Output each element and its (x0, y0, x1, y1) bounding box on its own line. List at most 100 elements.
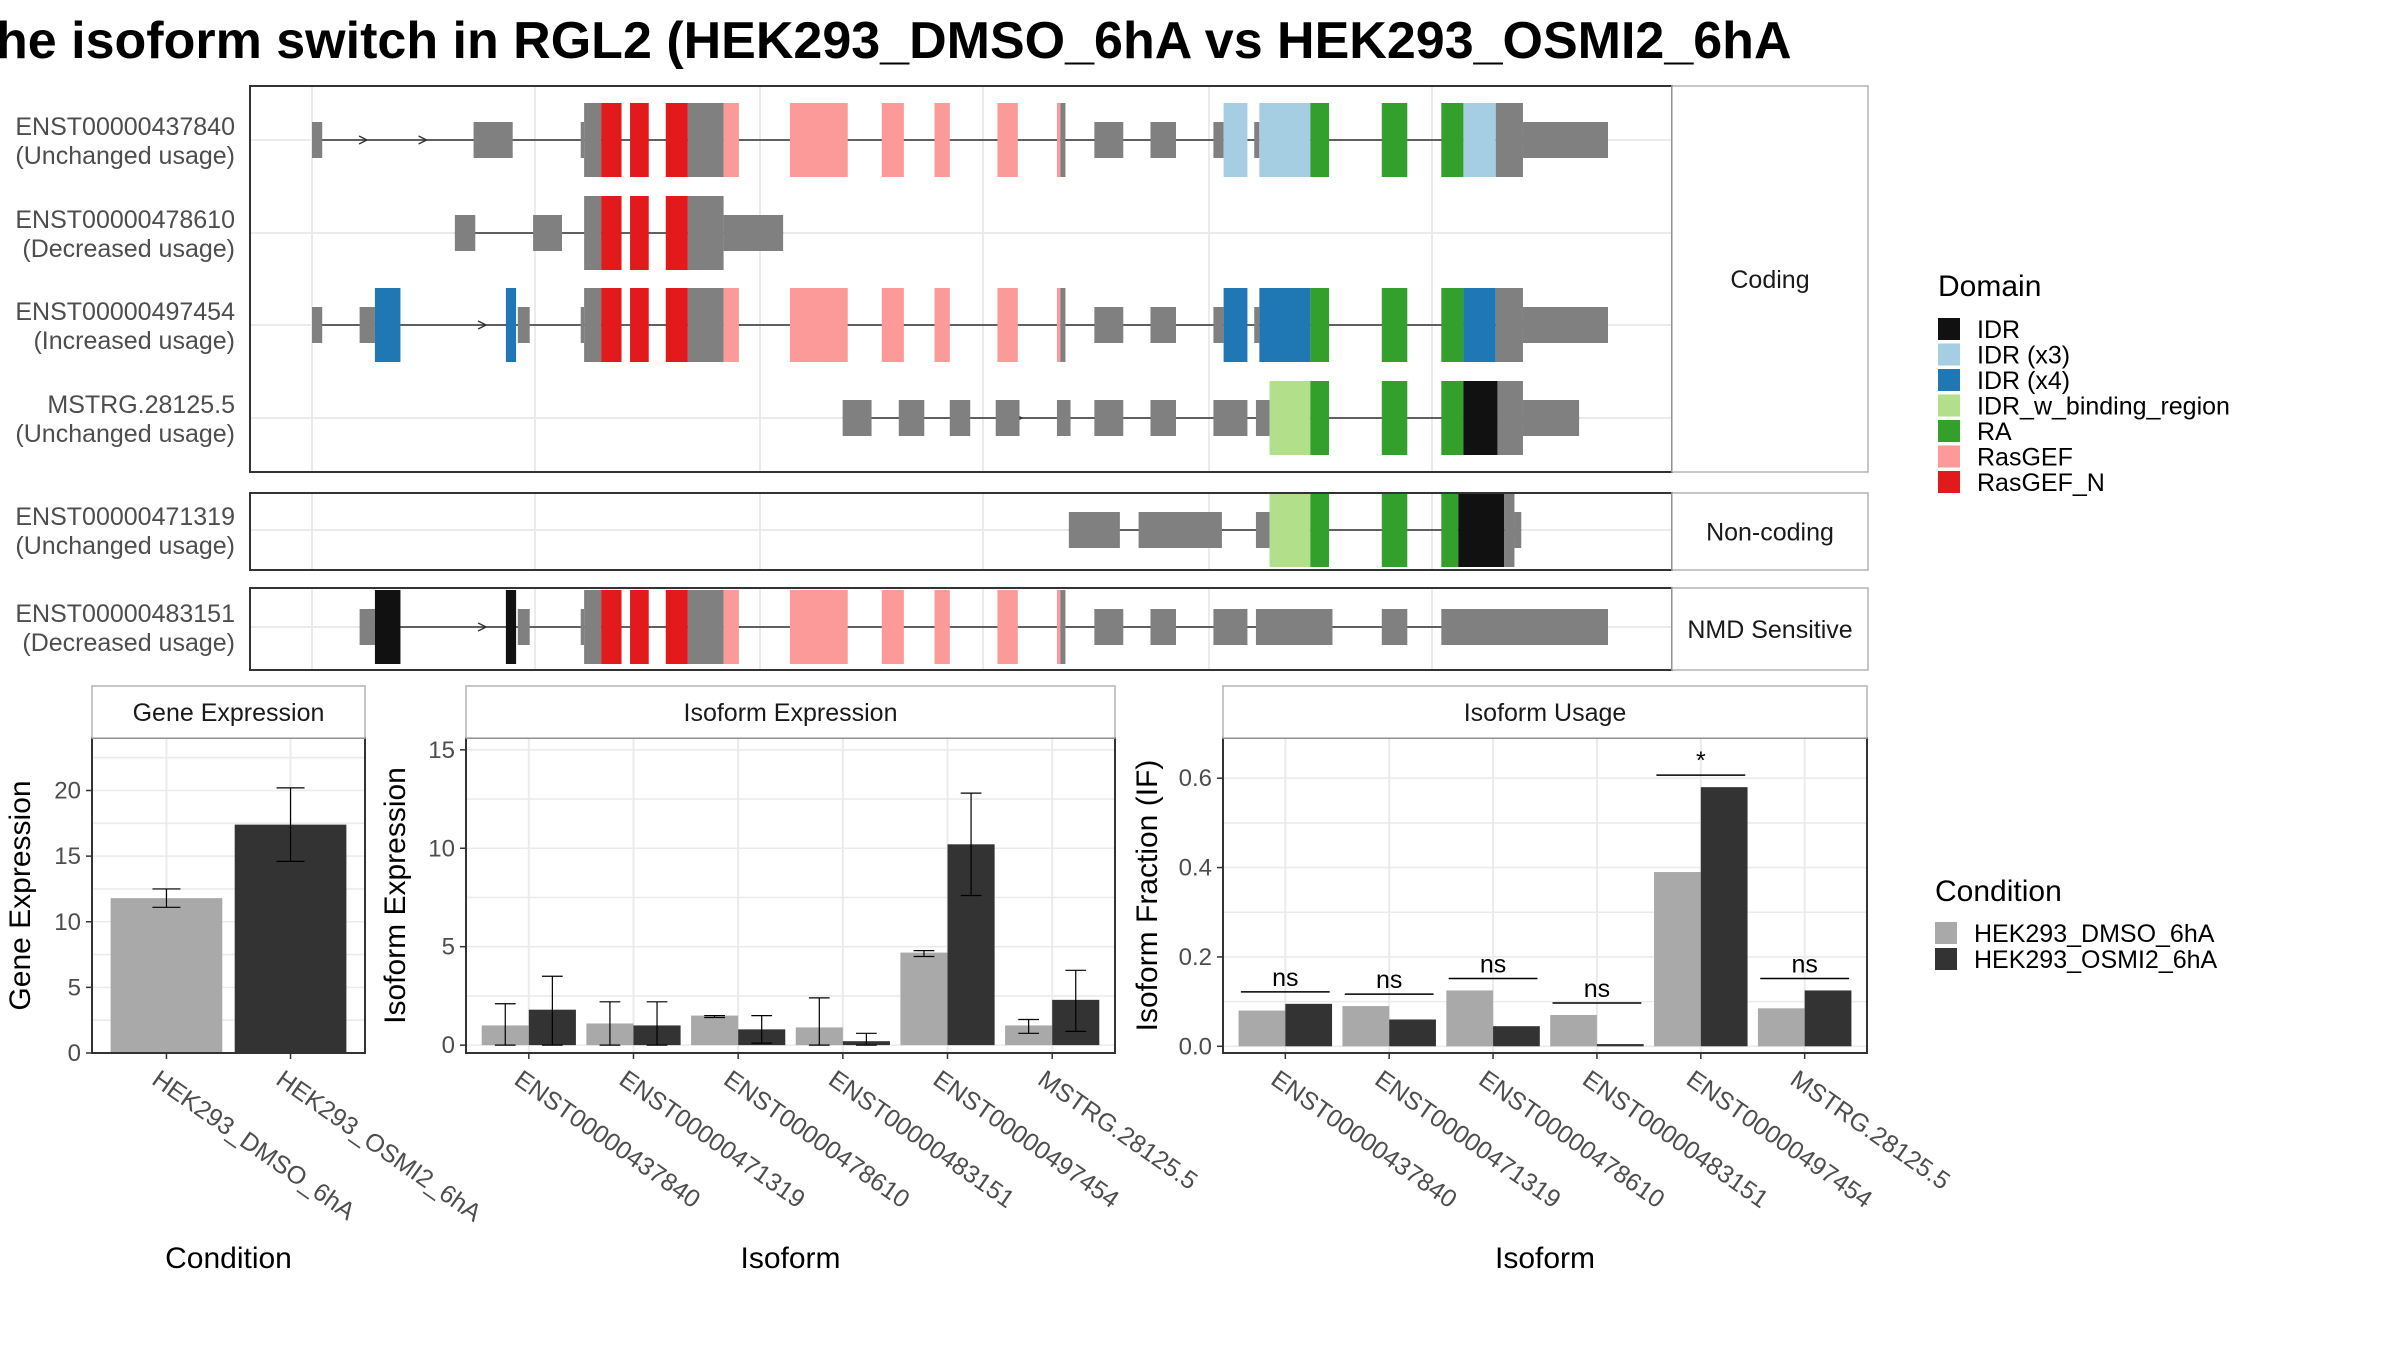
bar (1596, 1044, 1644, 1047)
exon-segment (505, 288, 517, 362)
exon-segment (934, 288, 950, 362)
exon-segment (1441, 609, 1608, 645)
exon-segment (584, 103, 602, 177)
strand-arrow (477, 320, 488, 330)
exon-segment (1060, 590, 1066, 664)
significance-label: ns (1272, 964, 1298, 992)
transcript-usage-label: (Decreased usage) (22, 629, 235, 657)
exon-segment (687, 288, 724, 362)
exon-segment (1254, 122, 1260, 158)
exon-segment (1514, 512, 1522, 548)
exon-segment (580, 609, 585, 645)
exon-segment (881, 103, 904, 177)
exon-segment (1463, 288, 1496, 362)
bar (1654, 872, 1701, 1047)
exon-segment (630, 288, 649, 362)
condition-legend-title: Condition (1935, 875, 2062, 908)
domain-legend-label: RasGEF_N (1977, 469, 2105, 497)
exon-segment (687, 196, 724, 270)
exon-segment (1269, 381, 1311, 455)
exon-segment (1255, 400, 1270, 436)
chart-title: Isoform Expression (684, 699, 898, 727)
exon-segment (1381, 288, 1408, 362)
exon-segment (1269, 493, 1311, 567)
transcript-usage-label: (Decreased usage) (22, 235, 235, 263)
exon-segment (630, 196, 649, 270)
y-tick-label: 0 (442, 1032, 455, 1059)
exon-segment (1223, 288, 1248, 362)
domain-legend-swatch (1938, 318, 1960, 340)
exon-segment (473, 122, 513, 158)
exon-segment (1522, 307, 1608, 343)
transcript-id-label: ENST00000437840 (15, 113, 235, 141)
exon-segment (1463, 381, 1498, 455)
exon-segment (1441, 381, 1464, 455)
exon-segment (374, 288, 401, 362)
exon-segment (789, 590, 848, 664)
x-axis-title: Isoform (740, 1242, 840, 1275)
exon-segment (723, 103, 739, 177)
bar (1285, 1003, 1333, 1047)
exon-segment (630, 590, 649, 664)
x-axis-title: Condition (165, 1242, 292, 1275)
bar (1389, 1019, 1436, 1047)
strand-arrow (418, 135, 429, 145)
significance-label: ns (1376, 966, 1402, 994)
bar (110, 898, 223, 1053)
group-strip-label: Coding (1730, 266, 1809, 294)
transcript-usage-label: (Unchanged usage) (15, 532, 235, 560)
transcript-usage-label: (Increased usage) (33, 327, 235, 355)
transcript-id-label: ENST00000478610 (15, 206, 235, 234)
exon-segment (1463, 103, 1496, 177)
bar (1700, 787, 1748, 1047)
exon-segment (1150, 400, 1176, 436)
domain-legend-label: IDR (x4) (1977, 367, 2070, 395)
exon-segment (1522, 400, 1580, 436)
exon-segment (665, 590, 688, 664)
exon-segment (517, 307, 530, 343)
chart-title-strip (91, 685, 366, 739)
y-tick-label: 20 (54, 778, 81, 805)
exon-segment (1060, 103, 1066, 177)
exon-segment (1381, 381, 1408, 455)
bar (1446, 990, 1494, 1047)
exon-segment (1150, 307, 1176, 343)
strand-arrow (477, 622, 488, 632)
chart-title: Isoform Usage (1464, 699, 1627, 727)
domain-legend-label: RA (1977, 418, 2012, 446)
exon-segment (580, 122, 585, 158)
domain-legend-label: IDR_w_binding_region (1977, 393, 2230, 421)
exon-segment (995, 400, 1020, 436)
exon-segment (1223, 103, 1248, 177)
exon-segment (997, 103, 1018, 177)
exon-segment (1060, 288, 1066, 362)
exon-segment (1381, 493, 1408, 567)
exon-segment (1150, 609, 1176, 645)
exon-segment (1259, 103, 1311, 177)
bar-charts: Gene Expression05101520HEK293_DMSO_6hAHE… (4, 685, 1955, 1275)
y-tick-label: 15 (54, 843, 81, 870)
exon-segment (1458, 493, 1505, 567)
exon-segment (1255, 512, 1270, 548)
exon-segment (842, 400, 872, 436)
bar (900, 952, 948, 1046)
exon-segment (1310, 103, 1330, 177)
y-tick-label: 0.6 (1179, 765, 1212, 792)
exon-segment (1068, 512, 1120, 548)
exon-segment (1094, 609, 1124, 645)
exon-segment (665, 196, 688, 270)
exon-segment (723, 215, 784, 251)
domain-legend-swatch (1938, 369, 1960, 391)
bar (1550, 1015, 1597, 1047)
exon-segment (1138, 512, 1222, 548)
exon-segment (1255, 609, 1333, 645)
condition-legend-label: HEK293_DMSO_6hA (1974, 920, 2215, 948)
structure-group-panel (250, 588, 1672, 670)
exon-segment (687, 590, 724, 664)
y-axis-title: Gene Expression (4, 780, 37, 1010)
exon-segment (601, 590, 622, 664)
x-axis-title: Isoform (1495, 1242, 1595, 1275)
exon-segment (601, 196, 622, 270)
